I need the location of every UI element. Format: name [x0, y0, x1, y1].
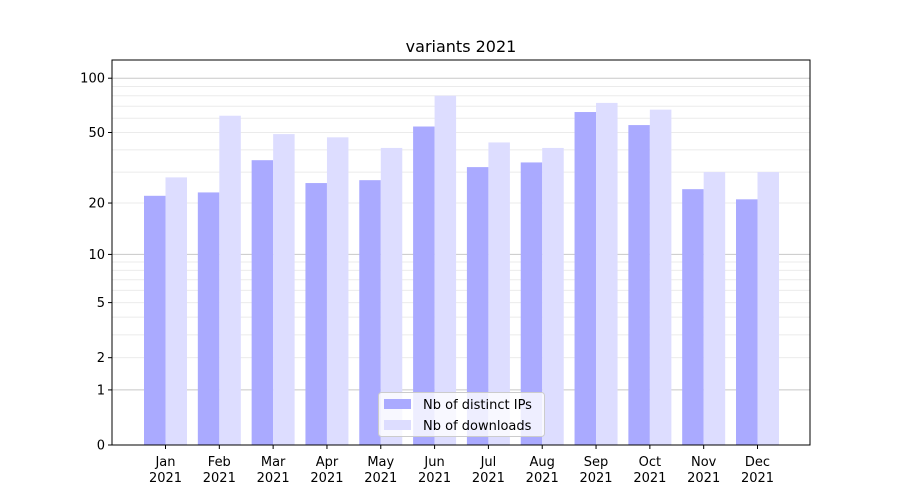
bar-distinct-ips: [628, 125, 650, 445]
bar-distinct-ips: [574, 112, 597, 445]
bar-distinct-ips: [359, 180, 381, 445]
y-tick-label: 2: [97, 351, 105, 366]
x-tick-label: Dec 2021: [741, 455, 774, 486]
bar-downloads: [757, 172, 779, 445]
x-tick-label: Sep 2021: [579, 455, 612, 486]
x-tick-label: May 2021: [364, 455, 397, 486]
bar-downloads: [703, 172, 726, 445]
bars: [144, 95, 779, 446]
y-tick-label: 1: [97, 383, 105, 398]
bar-downloads: [326, 137, 349, 446]
y-tick-label: 50: [88, 126, 105, 141]
x-tick-label: Aug 2021: [526, 455, 559, 486]
chart-title: variants 2021: [406, 37, 517, 56]
x-axis-ticks: Jan 2021 Feb 2021 Mar 2021 Apr 2021 May 2021 Jun 20…: [149, 445, 774, 486]
legend-swatch: [384, 420, 411, 430]
bar-distinct-ips: [466, 167, 489, 445]
bar-distinct-ips: [736, 199, 758, 445]
y-tick-label: 20: [88, 197, 105, 212]
x-tick-label: Jul 2021: [472, 455, 505, 486]
legend-label: Nb of distinct IPs: [423, 398, 532, 413]
x-tick-label: Jan 2021: [149, 455, 182, 486]
legend-box: [378, 392, 545, 437]
x-tick-label: Nov 2021: [687, 455, 720, 486]
bar-downloads: [380, 147, 403, 445]
y-axis-ticks: 0 1 2 5 10 20 50 100: [80, 72, 112, 454]
y-tick-label: 10: [88, 248, 105, 263]
y-tick-label: 0: [97, 439, 105, 454]
x-tick-label: Oct 2021: [633, 455, 666, 486]
legend: Nb of distinct IPs Nb of downloads: [378, 392, 545, 437]
bar-downloads: [488, 142, 510, 445]
bar-distinct-ips: [144, 195, 166, 445]
x-tick-label: Feb 2021: [203, 455, 236, 486]
y-tick-label: 100: [80, 72, 105, 87]
bar-distinct-ips: [413, 126, 435, 446]
bar-distinct-ips: [251, 160, 274, 446]
legend-label: Nb of downloads: [423, 419, 532, 434]
bar-downloads: [273, 134, 295, 445]
plot-frame: [111, 59, 811, 446]
bar-downloads: [649, 109, 672, 445]
legend-swatch: [384, 399, 411, 409]
x-tick-label: Jun 2021: [418, 455, 451, 486]
bar-downloads: [542, 147, 564, 445]
bar-downloads: [165, 177, 187, 445]
bar-distinct-ips: [305, 183, 327, 445]
x-tick-label: Mar 2021: [257, 455, 290, 486]
bar-distinct-ips: [197, 192, 220, 445]
y-tick-label: 5: [97, 296, 105, 311]
bar-distinct-ips: [520, 162, 543, 445]
bar-downloads: [219, 115, 241, 445]
bar-downloads: [596, 102, 618, 445]
x-tick-label: Apr 2021: [310, 455, 343, 486]
bar-distinct-ips: [682, 189, 704, 445]
bar-downloads: [434, 95, 457, 445]
